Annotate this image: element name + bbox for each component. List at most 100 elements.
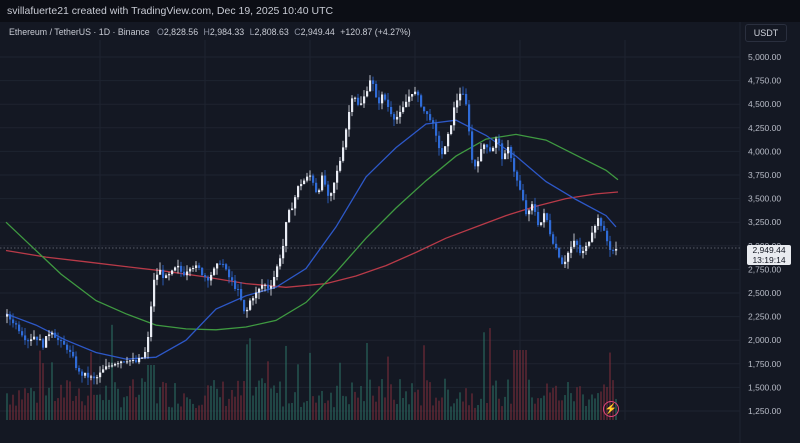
volume-bar bbox=[264, 383, 266, 420]
volume-bar bbox=[87, 395, 89, 420]
candle-body bbox=[318, 190, 321, 193]
volume-bar bbox=[78, 388, 80, 420]
volume-bar bbox=[15, 405, 17, 420]
volume-bar bbox=[405, 391, 407, 420]
volume-bar bbox=[93, 394, 95, 420]
y-tick-label: 2,750.00 bbox=[748, 264, 781, 274]
volume-bar bbox=[192, 403, 194, 420]
volume-bar bbox=[345, 396, 347, 420]
volume-bar bbox=[495, 380, 497, 420]
lightning-bolt-icon[interactable]: ⚡ bbox=[603, 401, 619, 417]
volume-bar bbox=[480, 398, 482, 420]
candle-body bbox=[324, 175, 327, 185]
volume-bar bbox=[309, 352, 311, 420]
volume-bar bbox=[597, 393, 599, 420]
volume-bar bbox=[525, 350, 527, 420]
candle-body bbox=[342, 147, 345, 161]
volume-bar bbox=[549, 392, 551, 420]
candle-body bbox=[348, 111, 351, 130]
candle-body bbox=[6, 314, 9, 317]
candle-body bbox=[99, 372, 102, 378]
currency-unit-button[interactable]: USDT bbox=[745, 24, 787, 42]
candle-body bbox=[375, 83, 378, 98]
candle-body bbox=[606, 230, 609, 242]
y-tick-label: 4,000.00 bbox=[748, 146, 781, 156]
volume-bar bbox=[588, 399, 590, 420]
candle-body bbox=[93, 376, 96, 379]
candle-body bbox=[531, 204, 534, 211]
candle-body bbox=[456, 100, 459, 108]
volume-bar bbox=[195, 407, 197, 420]
volume-bar bbox=[519, 350, 521, 420]
volume-bar bbox=[210, 385, 212, 420]
high-value: 2,984.33 bbox=[209, 27, 245, 37]
volume-bar bbox=[42, 363, 44, 420]
candle-body bbox=[597, 218, 600, 226]
volume-bar bbox=[48, 387, 50, 420]
volume-bar bbox=[540, 398, 542, 420]
candle-body bbox=[411, 94, 414, 97]
volume-bar bbox=[273, 385, 275, 420]
volume-bar bbox=[81, 401, 83, 420]
volume-bar bbox=[537, 398, 539, 420]
candle-body bbox=[459, 93, 462, 101]
volume-bar bbox=[168, 406, 170, 420]
volume-bar bbox=[222, 381, 224, 420]
candle-body bbox=[84, 372, 87, 376]
y-tick-label: 2,000.00 bbox=[748, 335, 781, 345]
volume-bar bbox=[90, 352, 92, 420]
volume-bar bbox=[252, 395, 254, 420]
candle-body bbox=[147, 336, 150, 353]
candle-body bbox=[498, 138, 501, 144]
volume-bar bbox=[357, 397, 359, 420]
candle-body bbox=[423, 106, 426, 112]
candle-body bbox=[225, 264, 228, 270]
candle-body bbox=[78, 367, 81, 372]
volume-bar bbox=[258, 380, 260, 420]
volume-bar bbox=[534, 403, 536, 420]
volume-bar bbox=[27, 393, 29, 420]
candle-body bbox=[159, 269, 162, 275]
candle-body bbox=[57, 337, 60, 341]
candle-body bbox=[462, 93, 465, 95]
candle-body bbox=[417, 91, 420, 96]
volume-bar bbox=[432, 405, 434, 420]
candle-body bbox=[321, 175, 324, 191]
candle-body bbox=[315, 182, 318, 193]
candle-body bbox=[489, 147, 492, 152]
credit-text: svillafuerte21 created with TradingView.… bbox=[7, 5, 334, 17]
candle-body bbox=[372, 80, 375, 84]
candle-body bbox=[153, 279, 156, 307]
candle-body bbox=[585, 245, 588, 251]
y-tick-label: 1,500.00 bbox=[748, 382, 781, 392]
volume-bar bbox=[153, 365, 155, 420]
candle-body bbox=[615, 248, 618, 251]
candle-body bbox=[495, 138, 498, 148]
candle-body bbox=[210, 274, 213, 281]
candle-body bbox=[288, 210, 291, 223]
candle-body bbox=[228, 269, 231, 278]
volume-bar bbox=[234, 396, 236, 420]
volume-bar bbox=[429, 382, 431, 420]
volume-bar bbox=[336, 385, 338, 420]
y-tick-label: 3,750.00 bbox=[748, 170, 781, 180]
candle-body bbox=[408, 96, 411, 102]
candle-body bbox=[384, 94, 387, 100]
chart-panel[interactable] bbox=[0, 22, 800, 443]
candle-body bbox=[165, 275, 168, 278]
candle-body bbox=[213, 268, 216, 275]
volume-bar bbox=[576, 387, 578, 420]
open-value: 2,828.56 bbox=[163, 27, 199, 37]
candle-body bbox=[378, 97, 381, 104]
volume-bar bbox=[183, 393, 185, 420]
volume-bar bbox=[270, 388, 272, 420]
y-tick-label: 3,500.00 bbox=[748, 194, 781, 204]
y-tick-label: 4,250.00 bbox=[748, 123, 781, 133]
volume-bar bbox=[531, 397, 533, 420]
volume-bar bbox=[306, 401, 308, 420]
volume-bar bbox=[276, 392, 278, 420]
volume-bar bbox=[327, 400, 329, 420]
volume-bar bbox=[468, 405, 470, 420]
volume-bar bbox=[402, 397, 404, 420]
